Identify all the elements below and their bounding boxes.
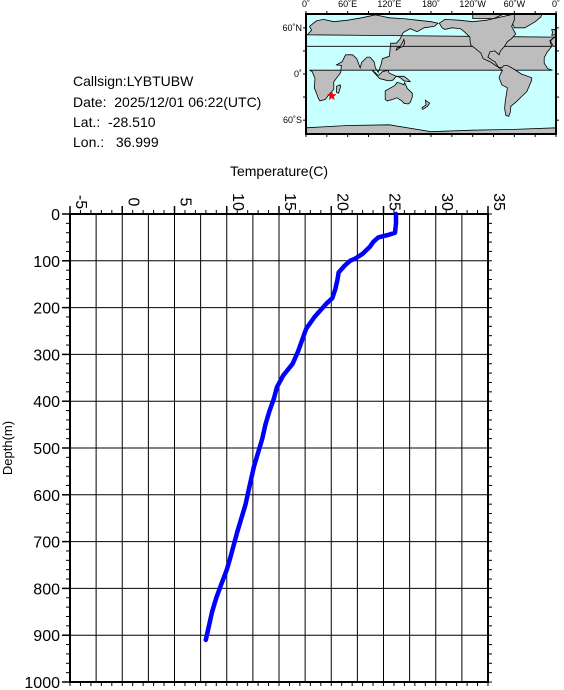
lat-label: Lat.: [73, 114, 101, 130]
y-axis-label: Depth(m) [0, 421, 15, 475]
map-lat-label: 60˚N [282, 23, 302, 33]
lat-line: Lat.: -28.510 [73, 114, 156, 131]
australia-land [384, 81, 413, 105]
station-star-icon [326, 90, 337, 101]
x-tick-label: 35 [490, 193, 507, 211]
x-tick-label: 20 [333, 193, 350, 211]
map-ticks [303, 11, 559, 137]
lon-line: Lon.: 36.999 [73, 134, 159, 151]
y-tick-label: 600 [33, 488, 60, 505]
x-tick-label: -5 [72, 195, 89, 209]
map-lon-label: 180˚ [422, 0, 440, 9]
japan-land [395, 38, 406, 52]
station-marker [326, 90, 337, 101]
callsign-label: Callsign: [73, 73, 127, 89]
world-map: 0˚ 60˚E 120˚E 180˚ 120˚W 60˚W 0˚ 60˚N 0˚ 60˚S [282, 0, 560, 137]
x-tick-labels: -5 0 5 10 15 20 25 30 35 [69, 193, 507, 214]
x-tick-label: 25 [386, 193, 403, 211]
new-zealand-land [421, 99, 431, 110]
map-lon-label: 0˚ [302, 0, 310, 9]
date-line: Date: 2025/12/01 06:22(UTC) [73, 94, 261, 111]
map-lon-label: 60˚E [338, 0, 357, 9]
map-lat-label: 0˚ [294, 69, 302, 79]
x-tick-label: 0 [124, 198, 141, 207]
map-lat-label: 60˚S [283, 115, 302, 125]
uk-land [551, 28, 557, 37]
y-tick-label: 1000 [24, 675, 60, 690]
chart-grid [69, 213, 489, 683]
map-land [305, 13, 557, 135]
temperature-series [203, 211, 399, 643]
americas-land [438, 13, 533, 117]
callsign-value: LYBTUBW [126, 73, 194, 89]
date-label: Date: [73, 94, 107, 110]
madagascar-land [336, 84, 342, 94]
temperature-line [203, 211, 399, 643]
lon-value: 36.999 [115, 134, 159, 150]
x-tick-label: 30 [438, 193, 455, 211]
date-value: 2025/12/01 06:22(UTC) [114, 94, 262, 110]
indonesia-land [371, 69, 412, 83]
temperature-profile-chart: -5 0 5 10 15 20 25 30 35 0 100 200 300 400 500 600 700 8… [0, 163, 507, 690]
y-tick-label: 200 [33, 301, 60, 318]
y-tick-label: 800 [33, 581, 60, 598]
y-tick-label: 400 [33, 394, 60, 411]
map-lon-label: 60˚W [504, 0, 526, 9]
x-tick-label: 10 [229, 193, 246, 211]
y-tick-label: 900 [33, 628, 60, 645]
map-lon-label: 120˚E [377, 0, 401, 9]
y-tick-labels: 0 100 200 300 400 500 600 700 800 900 1000 [24, 207, 70, 690]
x-axis-label: Temperature(C) [230, 163, 328, 179]
y-tick-label: 100 [33, 254, 60, 271]
y-tick-label: 700 [33, 535, 60, 552]
eurasia-africa-land [306, 14, 556, 102]
map-labels: 0˚ 60˚E 120˚E 180˚ 120˚W 60˚W 0˚ 60˚N 0˚ 60˚S [282, 0, 560, 125]
callsign-line: Callsign:LYBTUBW [73, 73, 193, 90]
lon-label: Lon.: [73, 134, 105, 150]
map-lon-label: 120˚W [459, 0, 486, 9]
map-lon-label: 0˚ [552, 0, 560, 9]
x-tick-label: 5 [177, 198, 194, 207]
x-tick-label: 15 [281, 193, 298, 211]
y-tick-label: 300 [33, 347, 60, 364]
y-tick-label: 0 [51, 207, 60, 224]
y-tick-label: 500 [33, 441, 60, 458]
lat-value: -28.510 [108, 114, 156, 130]
